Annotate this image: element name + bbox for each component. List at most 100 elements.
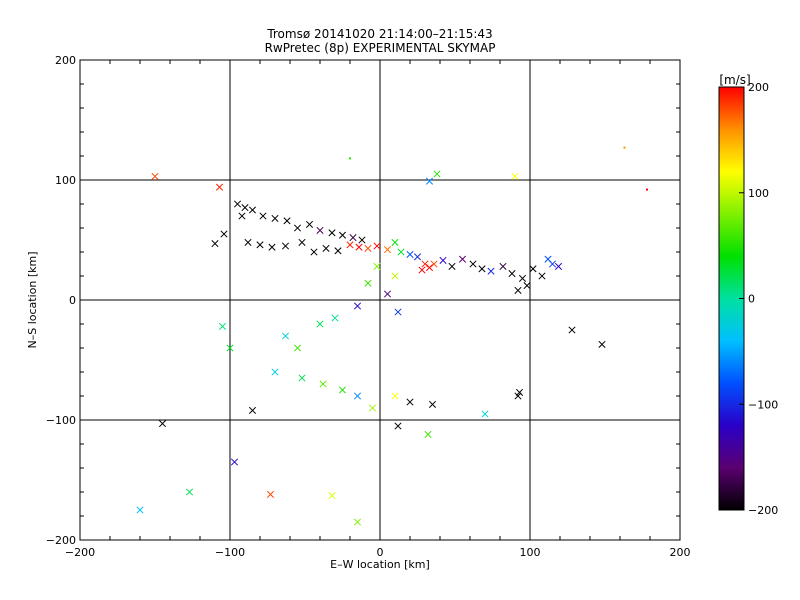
data-point-x [322, 244, 330, 252]
x-axis-label: E–W location [km] [330, 558, 430, 571]
y-tick-label: −200 [46, 534, 76, 547]
data-point-x [364, 279, 372, 287]
data-point-x [508, 270, 516, 278]
data-point-x [316, 226, 324, 234]
data-point-x [158, 420, 167, 428]
data-point-x [136, 506, 144, 514]
data-point-x [238, 212, 246, 220]
axis-ticks [79, 59, 681, 541]
data-point-x [298, 238, 306, 246]
colorbar-tick-label: 0 [748, 293, 755, 306]
data-point-x [248, 406, 257, 414]
data-point-x [458, 255, 467, 263]
data-point-x [353, 302, 362, 310]
data-point-x [439, 256, 447, 264]
y-tick-label: −100 [46, 414, 76, 427]
data-point-x [598, 340, 606, 348]
data-point-x [248, 206, 257, 214]
data-point-x [394, 308, 402, 316]
y-axis-label: N–S location [km] [26, 251, 39, 348]
data-point-x [487, 267, 495, 275]
data-point-x [218, 322, 227, 330]
data-point-x [511, 172, 519, 180]
data-point-x [215, 183, 224, 191]
data-point-x [334, 247, 342, 255]
chart-title: Tromsø 20141020 21:14:00–21:15:43 [266, 27, 492, 41]
y-tick-label: 100 [55, 174, 76, 187]
data-point-x [529, 265, 537, 273]
data-point-x [373, 242, 381, 250]
data-points [136, 146, 648, 526]
x-tick-label: 200 [670, 546, 691, 559]
data-point-x [394, 422, 402, 430]
data-point-x [425, 264, 434, 272]
x-tick-label: −100 [215, 546, 245, 559]
data-point-x [478, 265, 486, 273]
data-point-x [266, 490, 275, 498]
data-point-x [425, 177, 434, 185]
data-point-x [391, 392, 399, 400]
data-point-x [151, 172, 159, 180]
data-point-x [241, 204, 249, 212]
data-point-x [514, 392, 522, 400]
data-point-x [298, 374, 306, 382]
data-point-x [430, 260, 438, 268]
data-point-x [499, 262, 507, 270]
data-point-x [448, 262, 456, 270]
grid-lines [80, 60, 680, 540]
data-point-x [406, 250, 414, 258]
data-point-x [226, 344, 234, 352]
data-point-x [271, 214, 279, 222]
data-point-x [328, 229, 336, 237]
data-point-x [271, 368, 279, 376]
data-point-x [424, 430, 432, 438]
data-point-x [244, 238, 252, 246]
data-point-x [428, 400, 437, 408]
data-point-x [256, 241, 264, 249]
colorbar-tick-label: −100 [748, 398, 778, 411]
data-point-x [515, 388, 524, 396]
data-point-x [397, 248, 405, 256]
data-point-x [383, 290, 392, 298]
data-point-x [355, 243, 363, 251]
data-point-x [259, 212, 267, 220]
x-tick-label: 0 [377, 546, 384, 559]
data-point-x [391, 272, 399, 280]
data-point-x [281, 332, 290, 340]
data-point-x [514, 286, 522, 294]
data-point-x [358, 236, 366, 244]
data-point-x [391, 238, 399, 246]
data-point-x [283, 217, 291, 225]
data-point-x [523, 282, 531, 290]
data-point-x [305, 220, 314, 228]
data-point-x [211, 240, 219, 248]
data-point-x [383, 246, 392, 254]
data-point-x [331, 314, 339, 322]
data-point-dot [646, 188, 648, 191]
data-point-x [413, 253, 422, 261]
data-point-x [433, 170, 441, 178]
data-point-x [293, 224, 302, 232]
data-point-x [346, 241, 354, 249]
data-point-x [544, 255, 552, 263]
colorbar-tick-label: −200 [748, 504, 778, 517]
data-point-x [368, 404, 377, 412]
colorbar-tick-label: 200 [748, 81, 769, 94]
data-point-x [373, 262, 381, 270]
data-point-dot [349, 157, 351, 160]
data-point-x [538, 272, 546, 280]
x-tick-label: −200 [65, 546, 95, 559]
data-point-x [310, 248, 318, 256]
data-point-x [568, 326, 576, 334]
data-point-x [338, 231, 347, 239]
data-point-x [406, 398, 414, 406]
data-point-x [349, 234, 357, 242]
y-tick-label: 0 [69, 294, 76, 307]
x-tick-labels: −200 −100 0 100 200 [65, 546, 691, 559]
data-point-x [518, 274, 527, 282]
data-point-x [328, 492, 336, 500]
data-point-x [230, 458, 239, 466]
colorbar-label: [m/s] [719, 73, 750, 87]
data-point-x [353, 518, 362, 526]
